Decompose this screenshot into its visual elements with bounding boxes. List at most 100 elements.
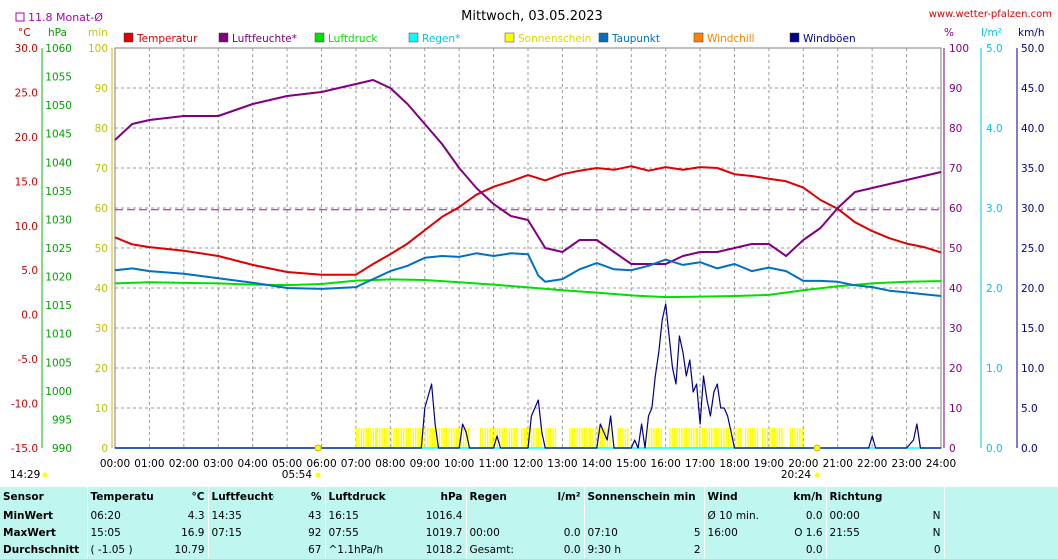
stats-head-sun: Sonnenschein min xyxy=(583,487,705,507)
legend-item: Regen* xyxy=(408,32,460,45)
sunshine-stripe xyxy=(533,428,535,448)
temp-tick-label: 15.0 xyxy=(15,176,38,188)
sunshine-stripe xyxy=(658,428,660,448)
sunshine-stripe xyxy=(460,428,462,448)
sunshine-stripe xyxy=(776,428,778,448)
sunshine-stripe xyxy=(482,428,484,448)
stats-head-press: Luftdruck xyxy=(324,487,405,507)
rain-tick-label: 1.0 xyxy=(986,363,1003,375)
sunshine-bar xyxy=(521,428,542,448)
legend-label: Regen* xyxy=(422,33,460,45)
pressure-tick-label: 1055 xyxy=(45,72,72,84)
sunshine-stripe xyxy=(370,428,372,448)
sunshine-stripe xyxy=(732,428,735,448)
sunshine-stripe xyxy=(769,428,771,448)
legend-swatch xyxy=(314,32,325,43)
minutes-tick-label: 100 xyxy=(88,43,108,55)
stats-cell xyxy=(703,541,775,558)
stats-label: Durchschnitt xyxy=(3,543,80,556)
pressure-tick-label: 1040 xyxy=(45,157,72,169)
minutes-tick-label: 50 xyxy=(95,243,108,255)
stats-head-temp-unit: °C xyxy=(191,491,205,503)
sunshine-stripe xyxy=(403,428,405,448)
unit-minutes: min xyxy=(88,27,108,39)
sunshine-stripe xyxy=(681,428,683,448)
wind-tick-label: 35.0 xyxy=(1021,163,1044,175)
stats-label: MinWert xyxy=(3,509,54,522)
stats-cell: Gesamt: xyxy=(465,541,526,558)
x-tick-label: 02:00 xyxy=(169,458,199,470)
stats-cell: 43 xyxy=(308,509,322,522)
sunshine-stripe xyxy=(660,428,662,448)
sunshine-stripe xyxy=(703,428,706,448)
stats-cell: 0.0 xyxy=(563,543,581,556)
axes: 30.0 25.0 20.0 15.0 10.0 5.0 0.0 -5.0 -10.0 -15.0… xyxy=(11,43,1045,455)
stats-cell xyxy=(825,541,917,558)
minutes-tick-label: 0 xyxy=(101,443,108,455)
sunset-icon xyxy=(814,472,820,478)
x-tick-label: 12:00 xyxy=(513,458,543,470)
current-time-icon xyxy=(42,472,48,478)
temp-tick-label: -15.0 xyxy=(11,443,38,455)
sunshine-stripe xyxy=(708,428,711,448)
sunshine-stripe xyxy=(669,428,671,448)
sunset-label: 20:24 xyxy=(781,469,812,481)
site-link[interactable]: www.wetter-pfalzen.com xyxy=(929,9,1052,20)
stats-panel: Sensor Temperatur °C Luftfeuchte % Luftd… xyxy=(0,487,1058,559)
sunshine-stripe xyxy=(678,428,681,448)
sunshine-stripe xyxy=(774,428,776,448)
minutes-tick-label: 80 xyxy=(95,123,108,135)
x-tick-label: 23:00 xyxy=(891,458,921,470)
stats-cell: ^1.1hPa/h xyxy=(324,541,405,558)
sunshine-stripe xyxy=(676,428,678,448)
stats-cell: O 1.6 xyxy=(794,526,823,539)
x-tick-label: 00:00 xyxy=(100,458,130,470)
sunshine-stripe xyxy=(479,428,482,448)
percent-tick-label: 0 xyxy=(949,443,956,455)
sunshine-stripe xyxy=(367,428,370,448)
x-tick-label: 10:00 xyxy=(444,458,474,470)
sunshine-stripe xyxy=(576,428,578,448)
unit-percent: % xyxy=(944,27,954,39)
legend-item: Temperatur xyxy=(123,32,198,45)
pressure-tick-label: 1010 xyxy=(45,329,72,341)
sunshine-bar xyxy=(455,428,470,448)
current-time-label: 14:29 xyxy=(10,469,40,481)
x-tick-label: 09:00 xyxy=(410,458,440,470)
stats-cell: 1019.7 xyxy=(425,526,463,539)
percent-tick-label: 80 xyxy=(949,123,962,135)
legend-item: Taupunkt xyxy=(598,32,660,45)
wind-tick-label: 0.0 xyxy=(1021,443,1038,455)
sunshine-stripe xyxy=(381,428,383,448)
legend-item: Sonnenschein xyxy=(504,32,591,45)
sunshine-stripe xyxy=(683,428,685,448)
monthly-avg-legend-icon xyxy=(15,12,25,22)
sunshine-stripe xyxy=(589,428,592,448)
sunshine-stripe xyxy=(627,428,629,448)
sunshine-bar xyxy=(789,428,803,448)
stats-cell: 92 xyxy=(308,526,322,539)
minutes-tick-label: 10 xyxy=(95,403,108,415)
legend-swatch xyxy=(123,32,134,43)
stats-head-wind: Wind xyxy=(703,487,775,507)
sunshine-stripe xyxy=(695,428,697,448)
legend-swatch xyxy=(598,32,609,43)
x-tick-label: 14:00 xyxy=(582,458,612,470)
stats-cell: 16.9 xyxy=(181,526,205,539)
series-windben xyxy=(115,303,941,449)
sunshine-stripe xyxy=(410,428,412,448)
x-tick-label: 04:00 xyxy=(238,458,268,470)
sunshine-stripe xyxy=(574,428,576,448)
sunshine-stripe xyxy=(744,428,747,448)
sunshine-stripe xyxy=(578,428,581,448)
stats-header-row: Sensor Temperatur °C Luftfeuchte % Luftd… xyxy=(0,487,1058,507)
sunshine-stripe xyxy=(438,428,441,448)
wind-tick-label: 50.0 xyxy=(1021,43,1044,55)
stats-cell xyxy=(943,541,1058,558)
sunshine-stripe xyxy=(395,428,398,448)
sunshine-bar xyxy=(545,428,557,448)
series-luftfeuchte xyxy=(114,79,942,265)
sunshine-stripe xyxy=(417,428,419,448)
stats-cell: 21:55 xyxy=(825,524,917,541)
x-tick-label: 07:00 xyxy=(341,458,371,470)
